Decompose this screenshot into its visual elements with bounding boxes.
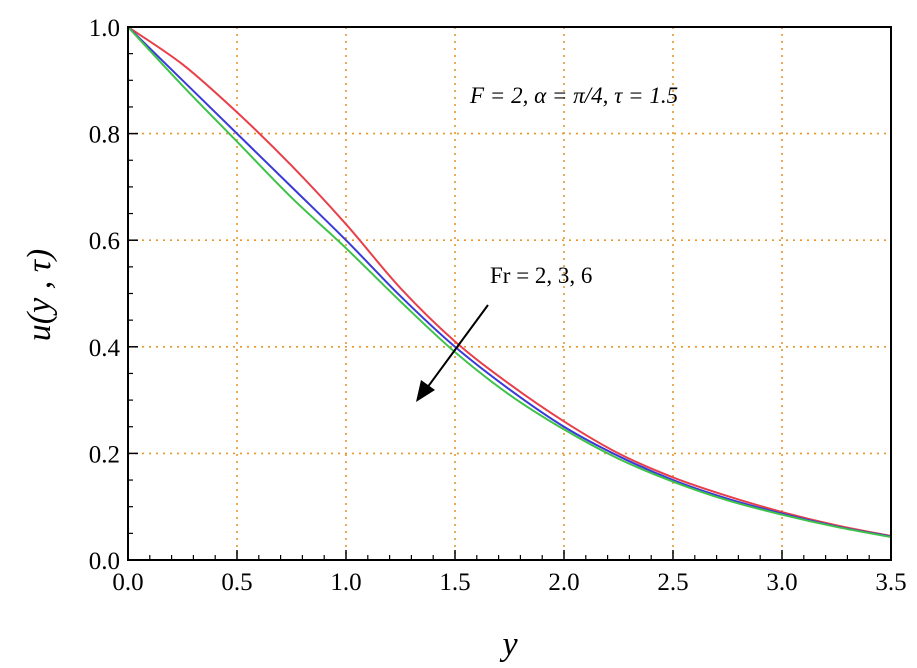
y-tick-label: 0.6: [89, 228, 120, 255]
x-tick-label: 1.0: [330, 569, 361, 596]
tick-labels: 0.0 0.5 1.0 1.5 2.0 2.5 3.0 3.5 0.0 0.2 0.4 0.6 0.8 1…: [89, 15, 907, 596]
x-axis-title: y: [499, 626, 518, 663]
x-tick-label: 1.5: [439, 569, 470, 596]
x-tick-label: 2.0: [548, 569, 579, 596]
x-tick-label: 3.5: [875, 569, 906, 596]
series-line-2: [127, 26, 892, 538]
params-annotation: F = 2, α = π/4, τ = 1.5: [469, 83, 678, 108]
y-tick-label: 1.0: [89, 15, 120, 42]
y-tick-label: 0.0: [89, 548, 120, 575]
y-tick-label: 0.2: [89, 441, 120, 468]
y-tick-label: 0.8: [89, 122, 120, 149]
series-line-1: [127, 26, 892, 537]
ticks: [127, 26, 892, 561]
direction-arrow: [416, 304, 489, 402]
x-tick-label: 2.5: [657, 569, 688, 596]
arrow-label: Fr = 2, 3, 6: [490, 263, 592, 288]
grid: [128, 27, 891, 560]
y-axis-title: u(y , τ): [21, 249, 58, 341]
x-tick-label: 3.0: [766, 569, 797, 596]
x-tick-label: 0.0: [112, 569, 143, 596]
series-layer: [127, 26, 892, 539]
x-tick-label: 0.5: [221, 569, 252, 596]
y-tick-label: 0.4: [89, 335, 121, 362]
series-line-3: [127, 26, 892, 539]
